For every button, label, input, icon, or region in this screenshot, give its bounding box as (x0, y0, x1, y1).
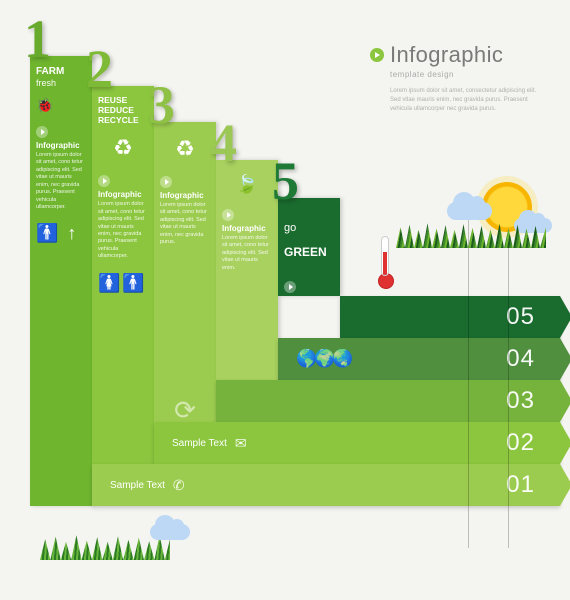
play-icon (284, 281, 296, 293)
column-4: 4 🍃 Infographic Lorem ipsum dolor sit am… (216, 160, 278, 380)
people-icon: 🚺🚹 (92, 261, 154, 306)
ladybug-icon: 🐞 (30, 93, 92, 118)
hbar-01: Sample Text ✆ 01 (92, 464, 560, 506)
play-icon (222, 209, 234, 221)
envelope-icon: ✉ (235, 435, 247, 452)
col1-lorem: Lorem ipsum dolor sit amet, cono tetur a… (30, 152, 92, 211)
cloud-icon (447, 202, 492, 220)
hbar01-num: 01 (506, 471, 535, 499)
hbar04-left: 🌎🌍🌏 (296, 349, 351, 369)
col3-lorem: Lorem ipsum dolor sit amet, cono tetur a… (154, 202, 216, 247)
header-title-text: Infographic (390, 42, 503, 68)
column-1: 1 FARMfresh 🐞 Infographic Lorem ipsum do… (30, 56, 92, 506)
header-subtitle: template design (390, 70, 540, 79)
grass-icon (40, 534, 170, 560)
hbar05-num: 05 (506, 303, 535, 331)
header-desc: Lorem ipsum dolor sit amet, consectetur … (390, 87, 540, 114)
phone-icon: ✆ (173, 477, 185, 494)
col3-info-label: Infographic (154, 191, 216, 202)
big-number-3: 3 (148, 74, 175, 136)
col4-info-label: Infographic (216, 224, 278, 235)
hbar-04: 🌎🌍🌏 04 (278, 338, 560, 380)
col4-lorem: Lorem ipsum dolor sit amet, cono tetur a… (216, 235, 278, 272)
hbar04-num: 04 (506, 345, 535, 373)
play-icon (36, 126, 48, 138)
header-block: Infographic template design Lorem ipsum … (370, 42, 540, 114)
hbar-02: Sample Text ✉ 02 (154, 422, 560, 464)
big-number-5: 5 (272, 150, 299, 212)
world-map-icon: 🌎🌍🌏 (296, 349, 351, 369)
col1-info-label: Infographic (30, 141, 92, 152)
hbar01-left: Sample Text ✆ (110, 477, 185, 494)
hbar02-num: 02 (506, 429, 535, 457)
col2-info-label: Infographic (92, 190, 154, 201)
play-icon (160, 176, 172, 188)
hbar03-num: 03 (506, 387, 535, 415)
people-icon: 🚹 ↑ (30, 211, 92, 256)
thermometer-icon (378, 236, 392, 289)
hbar01-label: Sample Text (110, 480, 165, 491)
nature-scene (352, 196, 552, 286)
column-3: 3 ♻ Infographic Lorem ipsum dolor sit am… (154, 122, 216, 422)
play-icon (98, 175, 110, 187)
big-number-2: 2 (86, 38, 113, 100)
recycle-icon: ♻ (92, 129, 154, 167)
hbar02-label: Sample Text (172, 438, 227, 449)
cloud-icon (514, 218, 552, 233)
play-icon (370, 48, 384, 62)
column-2: 2 REUSE REDUCE RECYCLE ♻ Infographic Lor… (92, 86, 154, 464)
col2-lorem: Lorem ipsum dolor sit amet, cono tetur a… (92, 201, 154, 260)
cloud-icon (150, 524, 190, 540)
column-5: 5 go GREEN (278, 198, 340, 296)
header-title: Infographic (370, 42, 540, 68)
big-number-4: 4 (210, 112, 237, 174)
infographic-stage: Infographic template design Lorem ipsum … (0, 0, 570, 600)
big-number-1: 1 (24, 8, 51, 70)
hbar02-left: Sample Text ✉ (172, 435, 247, 452)
hbar-05: 05 (340, 296, 560, 338)
